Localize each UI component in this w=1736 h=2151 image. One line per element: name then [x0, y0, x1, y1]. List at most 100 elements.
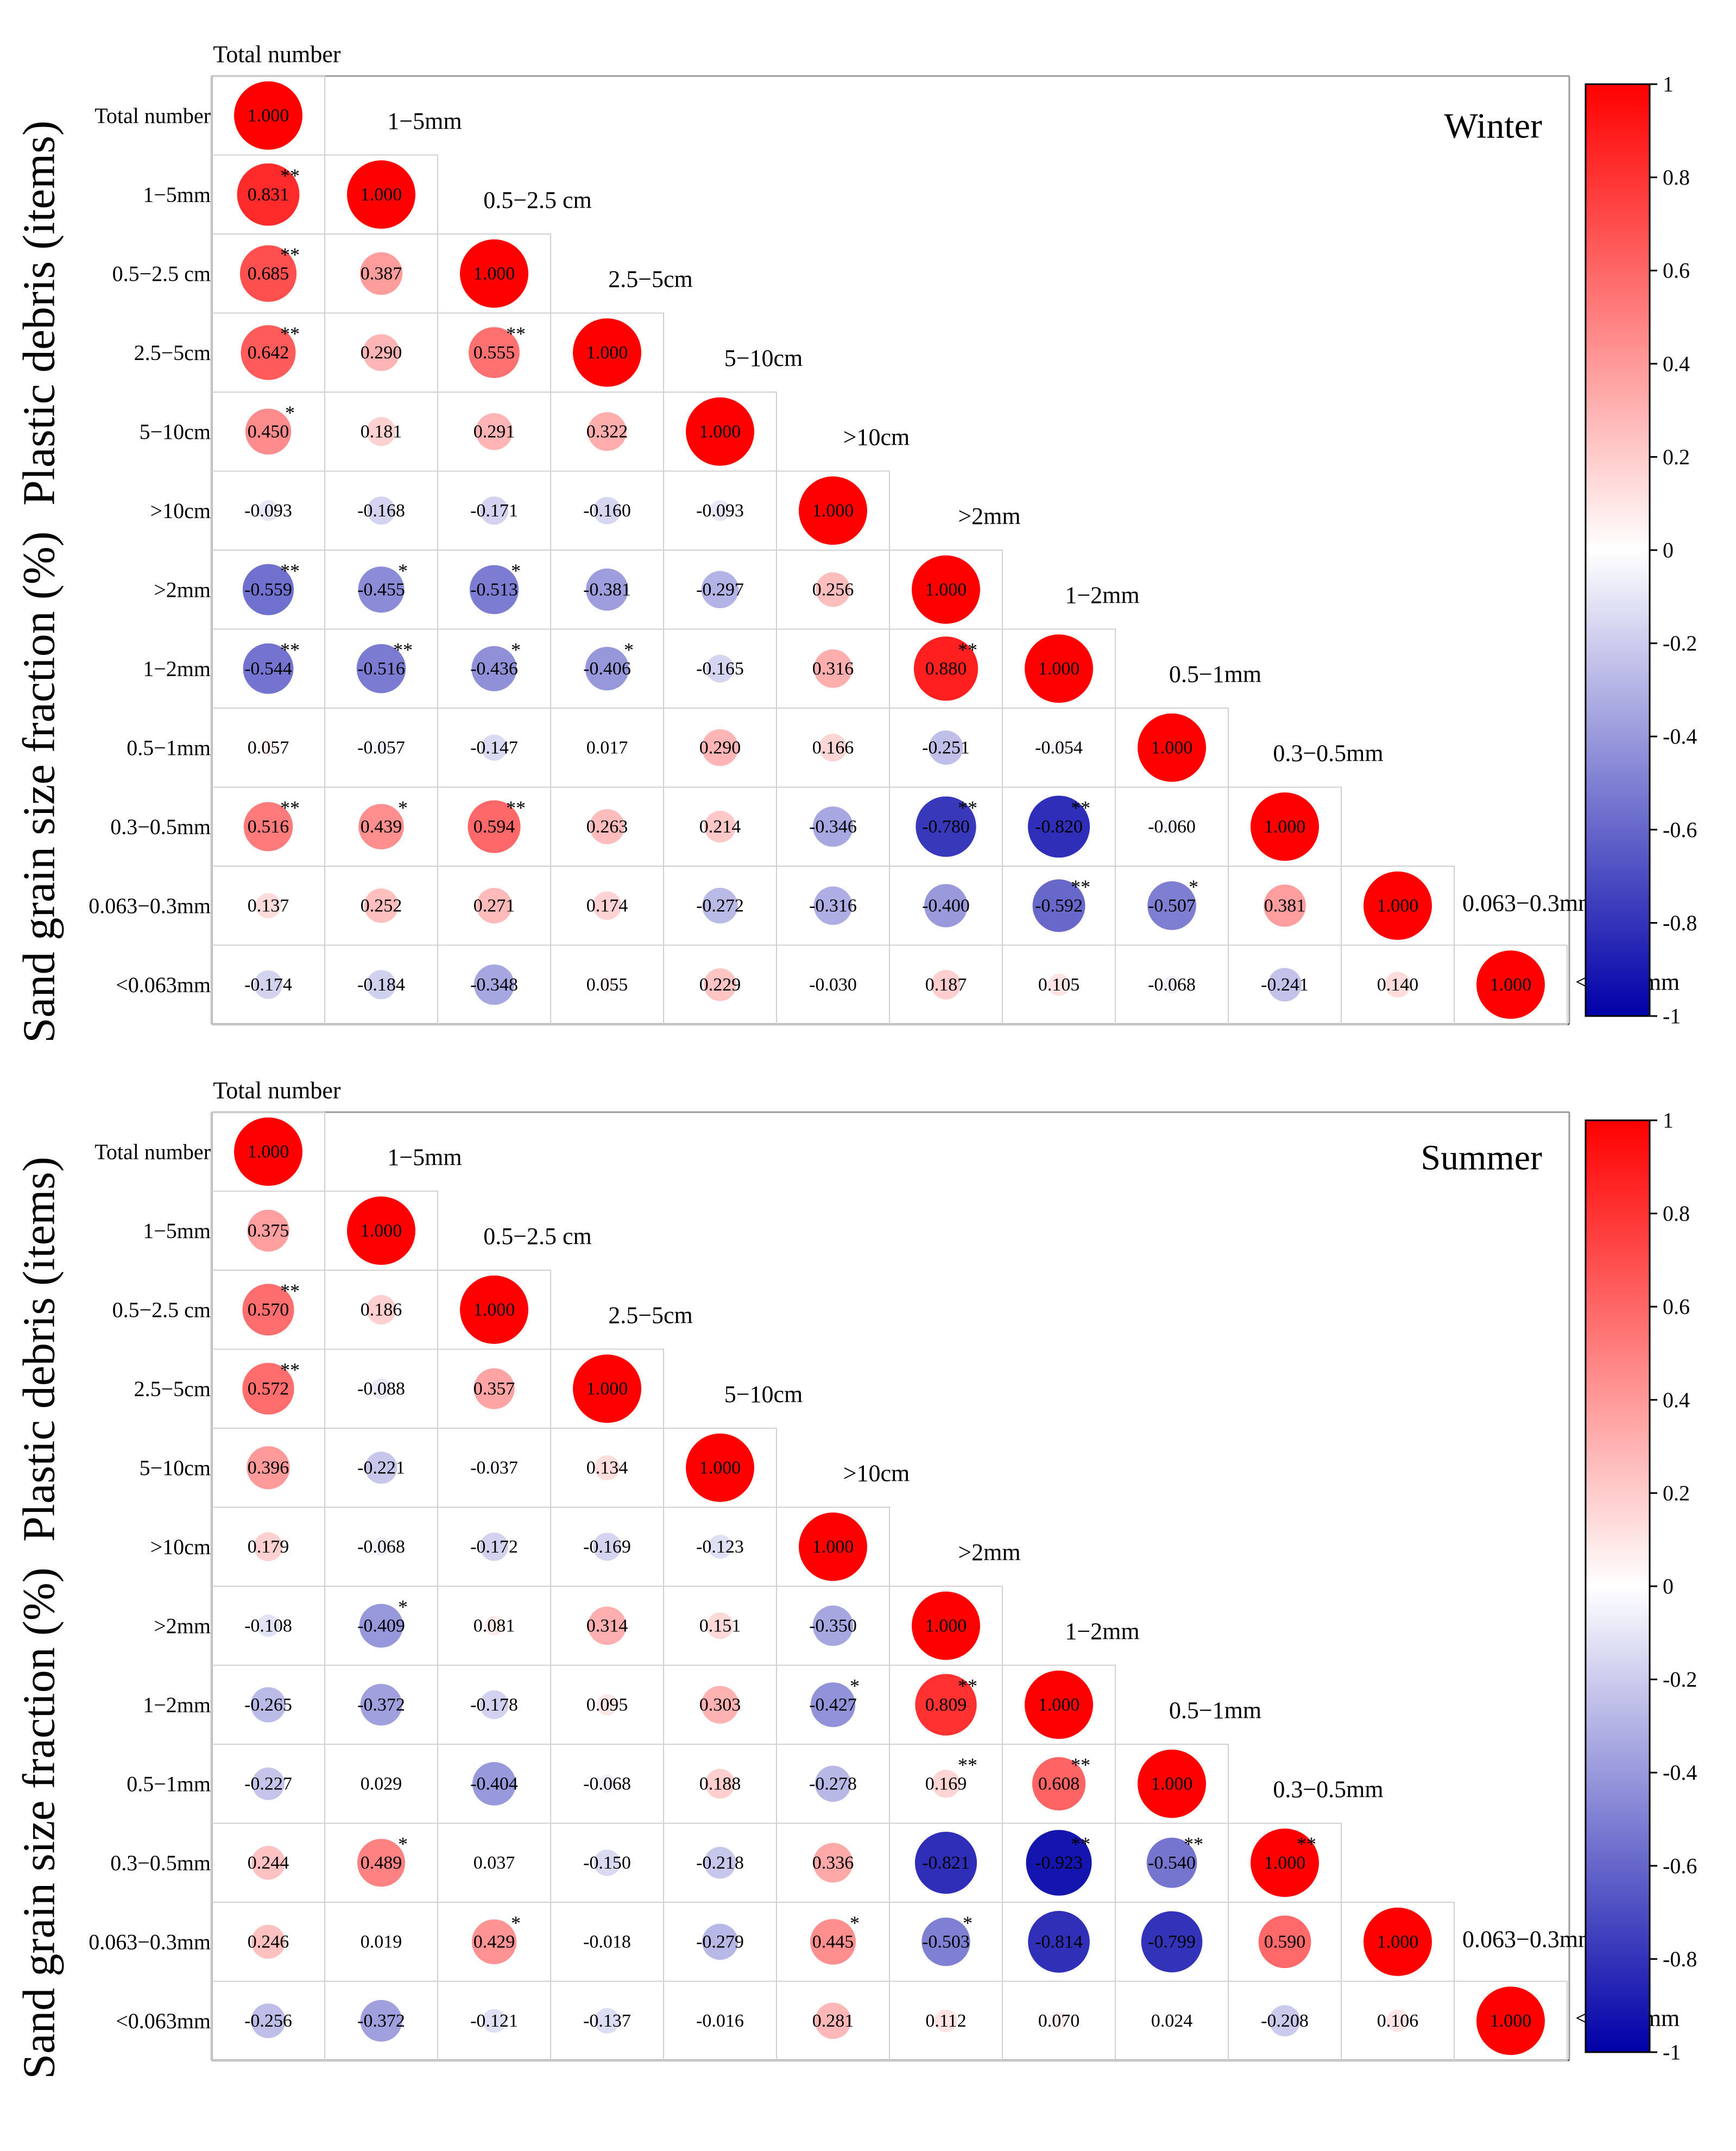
- row-label: >10cm: [150, 1535, 211, 1559]
- correlation-circle: [359, 252, 403, 295]
- correlation-value: 0.037: [474, 1853, 515, 1873]
- colorbar-tick-label: -0.2: [1663, 1667, 1697, 1692]
- correlation-value: -0.821: [922, 1853, 970, 1873]
- correlation-value: -0.559: [244, 579, 292, 600]
- correlation-circle: [716, 2016, 724, 2026]
- correlation-circle: [487, 1461, 501, 1474]
- significance-mark: **: [506, 323, 526, 344]
- correlation-circle: [251, 1925, 286, 1959]
- colorbar-tick-label: 0: [1663, 538, 1674, 563]
- correlation-value: -0.348: [470, 975, 518, 995]
- correlation-circle: [360, 1683, 402, 1726]
- correlation-circle: [593, 1532, 621, 1561]
- correlation-circle: [702, 729, 738, 766]
- correlation-circle: [476, 413, 513, 450]
- column-label: 0.3−0.5mm: [1273, 1776, 1383, 1802]
- significance-mark: **: [506, 797, 526, 818]
- correlation-circle: [367, 417, 396, 446]
- correlation-value: 0.105: [1038, 975, 1080, 995]
- correlation-value: 0.880: [925, 659, 967, 679]
- correlation-value: 0.019: [361, 1932, 402, 1952]
- significance-mark: **: [280, 1280, 300, 1302]
- correlation-circle: [932, 1769, 960, 1798]
- correlation-circle: [1163, 975, 1181, 994]
- correlation-value: 0.263: [586, 817, 628, 837]
- correlation-circle: [705, 1769, 735, 1799]
- correlation-circle: [921, 1917, 970, 1966]
- row-label: 0.063−0.3mm: [89, 1929, 211, 1954]
- correlation-value: -0.436: [470, 659, 518, 679]
- colorbar-tick-label: -0.4: [1663, 1761, 1697, 1785]
- correlation-value: 1.000: [1490, 2011, 1532, 2031]
- correlation-circle: [1476, 1986, 1545, 2055]
- correlation-circle: [1032, 1757, 1086, 1811]
- correlation-circle: [929, 730, 963, 765]
- correlation-value: -0.381: [583, 579, 631, 600]
- correlation-circle: [254, 970, 283, 999]
- correlation-value: 0.246: [248, 1932, 289, 1952]
- correlation-value: -0.068: [357, 1537, 405, 1557]
- correlation-circle: [588, 1606, 627, 1645]
- correlation-circle: [1050, 2011, 1068, 2030]
- correlation-circle: [588, 412, 627, 451]
- correlation-value: -0.018: [583, 1932, 631, 1952]
- row-label: Total number: [94, 1139, 211, 1164]
- correlation-circle: [912, 555, 980, 624]
- row-label: 5−10cm: [140, 1455, 211, 1480]
- correlation-circle: [372, 1537, 390, 1556]
- correlation-circle: [257, 500, 279, 521]
- correlation-value: -0.160: [583, 501, 631, 521]
- correlation-value: -0.372: [357, 1695, 405, 1715]
- correlation-value: -0.923: [1035, 1853, 1083, 1873]
- correlation-circle: [365, 1452, 397, 1484]
- correlation-value: -0.400: [922, 895, 970, 916]
- correlation-value: -0.256: [244, 2011, 292, 2031]
- correlation-value: 0.055: [586, 975, 628, 995]
- correlation-value: 1.000: [248, 105, 289, 125]
- correlation-value: 1.000: [1490, 975, 1532, 995]
- group-label-sand: Sand grain size fraction (%): [14, 1567, 65, 2079]
- correlation-circle: [596, 1694, 618, 1715]
- grid-cell: [1454, 1980, 1568, 2061]
- correlation-circle: [460, 1275, 528, 1344]
- correlation-circle: [702, 887, 738, 924]
- correlation-circle: [245, 408, 292, 455]
- correlation-value: -0.279: [696, 1932, 744, 1952]
- correlation-circle: [816, 572, 850, 607]
- correlation-value: 0.024: [1151, 2011, 1193, 2031]
- column-label: Total number: [213, 41, 341, 68]
- correlation-value: 1.000: [1377, 1932, 1419, 1952]
- correlation-value: 0.314: [586, 1616, 628, 1636]
- significance-mark: **: [1297, 1833, 1316, 1854]
- significance-mark: **: [958, 1675, 977, 1696]
- correlation-circle: [1025, 634, 1093, 703]
- correlation-circle: [704, 1846, 736, 1879]
- correlation-value: 0.181: [361, 421, 402, 441]
- correlation-value: -0.037: [470, 1458, 518, 1478]
- correlation-value: 0.290: [699, 737, 741, 758]
- colorbar-tick-label: 1: [1663, 72, 1674, 97]
- significance-mark: **: [280, 244, 300, 266]
- correlation-value: 0.489: [361, 1853, 402, 1873]
- correlation-circle: [594, 1455, 620, 1480]
- correlation-circle: [363, 334, 400, 371]
- column-label: 2.5−5cm: [608, 1302, 693, 1328]
- correlation-circle: [243, 643, 294, 694]
- correlation-value: -0.108: [244, 1616, 292, 1636]
- significance-mark: *: [398, 1833, 408, 1854]
- correlation-circle: [1268, 968, 1302, 1002]
- significance-mark: **: [1071, 797, 1090, 818]
- correlation-circle: [1476, 950, 1545, 1019]
- correlation-circle: [360, 1999, 402, 2042]
- correlation-circle: [934, 2009, 958, 2033]
- row-label: 5−10cm: [140, 419, 211, 444]
- correlation-circle: [1385, 972, 1411, 998]
- row-label: 2.5−5cm: [134, 340, 211, 365]
- colorbar-tick-label: 1: [1663, 1108, 1674, 1133]
- correlation-circle: [706, 1612, 734, 1639]
- correlation-circle: [1251, 792, 1319, 861]
- correlation-value: 0.396: [248, 1458, 289, 1478]
- correlation-value: 0.642: [248, 343, 289, 363]
- correlation-circle: [1264, 884, 1306, 927]
- correlation-value: 0.070: [1038, 2011, 1080, 2031]
